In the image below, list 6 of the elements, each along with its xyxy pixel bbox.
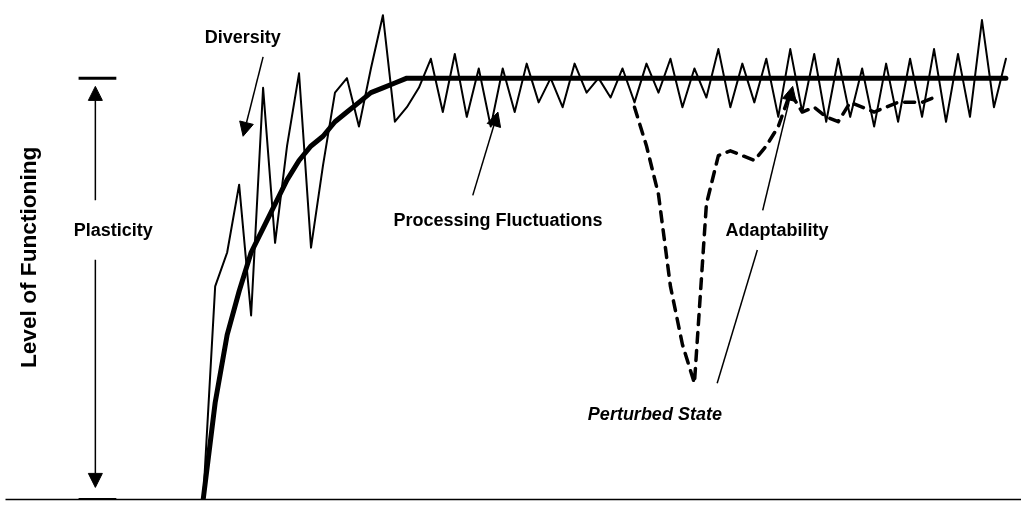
- text: Level of Functioning: [15, 146, 42, 369]
- annotation: Diversity: [204, 26, 281, 47]
- annotation: Processing Fluctuations: [393, 210, 603, 231]
- annotation: Adaptability: [725, 220, 829, 241]
- annotation: Perturbed State: [587, 404, 722, 425]
- text: Plasticity: [73, 220, 153, 241]
